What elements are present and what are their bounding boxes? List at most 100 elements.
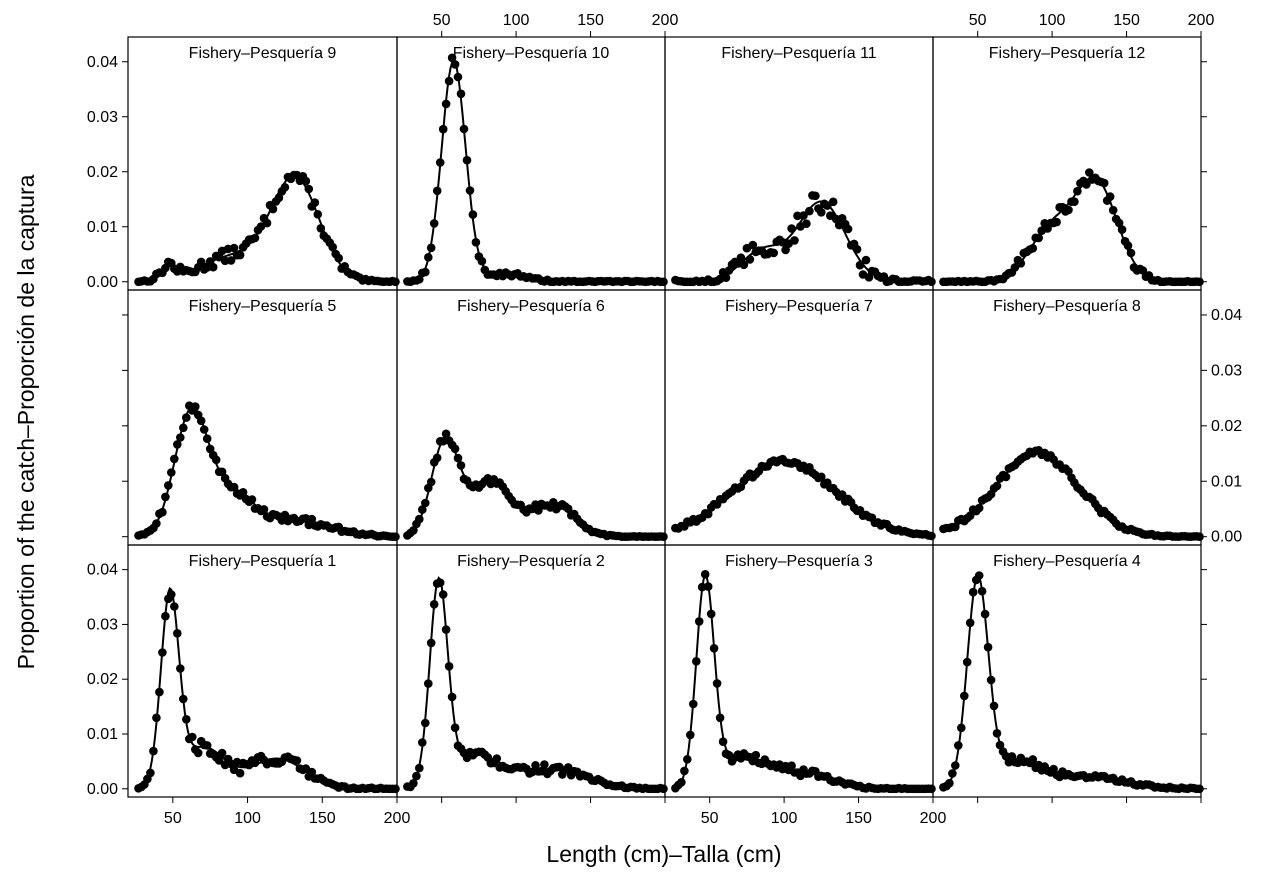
observed-point (659, 277, 668, 287)
y-tick-label: 0.02 (87, 671, 118, 688)
predicted-line (940, 176, 1201, 283)
observed-point (211, 455, 221, 465)
panel-title: Fishery–Pesquería 6 (457, 298, 605, 315)
observed-point (954, 741, 963, 750)
observed-point (161, 611, 170, 621)
predicted-line (940, 452, 1201, 538)
observed-point (1070, 197, 1079, 206)
observed-point (435, 158, 445, 167)
predicted-line (404, 436, 665, 538)
x-tick-label: 200 (384, 810, 411, 827)
observed-point (202, 741, 212, 750)
observed-point (1028, 755, 1038, 764)
observed-point (235, 250, 245, 260)
observed-point (170, 454, 179, 464)
y-tick-label: 0.03 (1211, 362, 1242, 379)
panel-frame (127, 36, 398, 291)
observed-point (787, 224, 796, 233)
panel-grid: Fishery–Pesquería 90.000.010.020.030.04 F… (87, 12, 1242, 827)
observed-point (444, 76, 454, 86)
observed-point (301, 176, 311, 186)
observed-point (167, 590, 176, 599)
observed-point (960, 691, 969, 701)
observed-point (217, 748, 227, 758)
observed-point (790, 236, 799, 245)
y-tick-label: 0.02 (1211, 418, 1242, 435)
observed-point (739, 260, 749, 270)
observed-point (962, 657, 972, 667)
y-tick-label: 0.04 (1211, 307, 1242, 324)
observed-point (415, 514, 424, 524)
panel-1: Fishery–Pesquería 9 0.00 0.01 0.02 0.03 0.04 (87, 36, 400, 291)
observed-point (426, 477, 436, 487)
panel-title: Fishery–Pesquería 4 (993, 553, 1141, 570)
observed-point (158, 507, 167, 517)
panel-12: Fishery–Pesquería 4 (932, 544, 1207, 803)
observed-point (659, 784, 668, 794)
observed-point (492, 754, 502, 763)
observed-point (1099, 178, 1109, 188)
observed-point (193, 748, 203, 758)
observed-point (1117, 225, 1127, 234)
observed-point (176, 433, 185, 442)
x-tick-label: 100 (234, 810, 261, 827)
observed-point (226, 256, 236, 265)
observed-point (292, 756, 302, 765)
observed-point (447, 692, 457, 702)
observed-point (751, 750, 761, 760)
observed-point (694, 617, 704, 626)
observed-point (208, 262, 218, 272)
observed-point (1028, 244, 1038, 253)
observed-point (692, 657, 701, 666)
observed-point (444, 662, 454, 671)
observed-point (328, 242, 338, 252)
y-axis-label: Proportion of the catch–Proporción de la… (13, 174, 39, 669)
observed-point (247, 495, 257, 504)
observed-point (268, 204, 278, 214)
observed-point (477, 256, 487, 266)
x-tick-label: 50 (433, 12, 451, 29)
panel-11: Fishery–Pesquería 3 50 100 150 200 (664, 544, 947, 827)
observed-point (424, 252, 433, 262)
predicted-line (940, 573, 1202, 790)
observed-point (793, 211, 802, 221)
observed-point (989, 701, 999, 711)
observed-point (1108, 205, 1118, 215)
observed-point (977, 586, 987, 596)
x-tick-label: 150 (309, 810, 336, 827)
y-tick-label: 0.01 (1211, 473, 1242, 490)
x-tick-label: 100 (1039, 12, 1066, 29)
panel-title: Fishery–Pesquería 7 (725, 298, 873, 315)
x-tick-label: 200 (652, 12, 679, 29)
observed-point (1064, 205, 1073, 215)
observed-point (409, 526, 418, 535)
x-tick-label: 200 (920, 810, 947, 827)
observed-point (164, 481, 173, 490)
observed-point (718, 737, 728, 746)
observed-point (167, 468, 176, 477)
observed-point (161, 492, 170, 502)
observed-point (802, 219, 811, 228)
observed-point (995, 740, 1005, 750)
observed-point (450, 723, 460, 732)
observed-point (173, 629, 182, 638)
observed-point (927, 531, 936, 541)
observed-point (683, 755, 692, 764)
observed-point (659, 532, 668, 541)
observed-point (238, 488, 248, 497)
observed-point (441, 429, 451, 439)
panel-frame (664, 544, 934, 798)
observed-point (307, 767, 317, 777)
y-tick-label: 0.00 (87, 781, 118, 798)
observed-point (316, 224, 326, 233)
observed-point (196, 257, 206, 267)
observed-point (441, 625, 451, 634)
x-tick-label: 150 (577, 12, 604, 29)
observed-point (852, 245, 862, 254)
y-tick-label: 0.01 (87, 219, 118, 236)
panel-frame (932, 544, 1202, 798)
y-tick-label: 0.04 (87, 54, 118, 71)
observed-point (214, 756, 224, 765)
observed-point (262, 218, 272, 228)
